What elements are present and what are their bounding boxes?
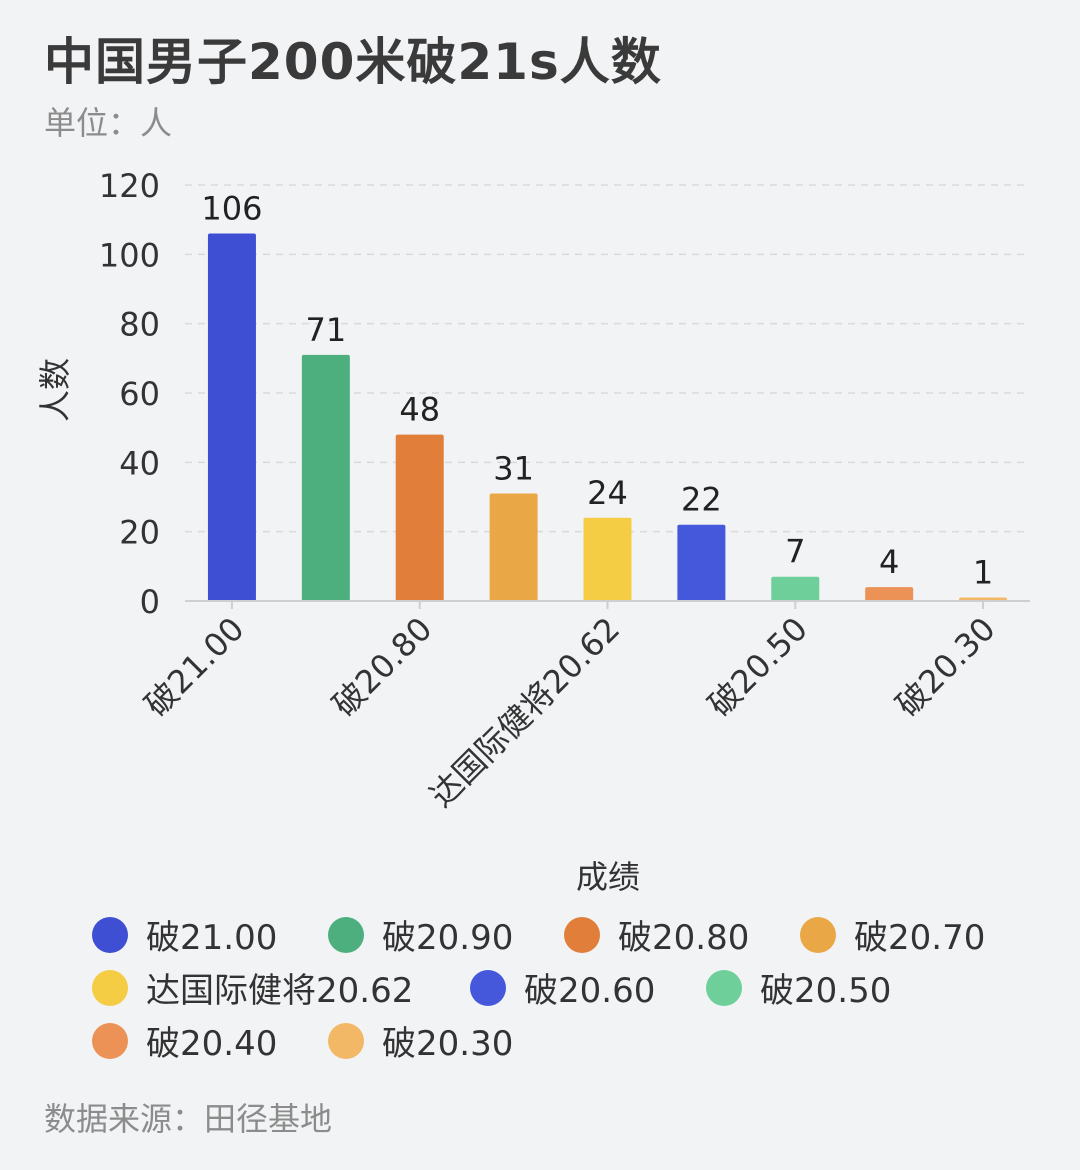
y-tick-label: 120 bbox=[99, 167, 160, 205]
legend-label: 破20.70 bbox=[854, 918, 986, 958]
bar bbox=[395, 434, 444, 601]
legend-item[interactable]: 破20.70 bbox=[800, 910, 985, 959]
legend-item[interactable]: 破20.90 bbox=[328, 910, 513, 959]
legend-label: 破20.60 bbox=[524, 971, 656, 1011]
legend-swatch bbox=[328, 916, 364, 953]
bar-value-label: 71 bbox=[305, 311, 346, 349]
legend-label: 破21.00 bbox=[146, 918, 278, 958]
y-tick-label: 80 bbox=[119, 306, 160, 344]
legend-swatch bbox=[800, 916, 836, 953]
legend-item[interactable]: 破20.30 bbox=[328, 1016, 513, 1065]
bar bbox=[771, 576, 820, 601]
y-tick-label: 20 bbox=[119, 514, 160, 552]
bar-value-label: 4 bbox=[879, 543, 899, 581]
legend-item[interactable]: 破20.60 bbox=[470, 963, 655, 1012]
legend-item[interactable]: 达国际健将20.62 bbox=[92, 963, 413, 1012]
bar-value-label: 31 bbox=[493, 450, 534, 488]
bar-value-label: 106 bbox=[201, 190, 262, 228]
legend-item[interactable]: 破20.80 bbox=[564, 910, 749, 959]
y-tick-label: 40 bbox=[119, 444, 160, 482]
y-tick-label: 100 bbox=[99, 236, 160, 274]
y-tick-label: 0 bbox=[140, 583, 160, 621]
bar-value-label: 22 bbox=[681, 481, 722, 519]
y-tick-label: 60 bbox=[119, 375, 160, 413]
legend-swatch bbox=[328, 1022, 364, 1059]
bar-value-label: 1 bbox=[973, 554, 993, 592]
legend-swatch bbox=[92, 1022, 128, 1059]
legend-item[interactable]: 破20.50 bbox=[706, 963, 891, 1012]
x-tick-label: 破20.30 bbox=[888, 610, 1002, 724]
legend-item[interactable]: 破21.00 bbox=[92, 910, 277, 959]
bar-value-label: 48 bbox=[399, 391, 440, 429]
bar bbox=[583, 517, 632, 601]
legend-swatch bbox=[470, 969, 506, 1006]
legend-label: 破20.30 bbox=[382, 1024, 514, 1064]
bar bbox=[865, 587, 914, 601]
legend-label: 破20.90 bbox=[382, 918, 514, 958]
bar bbox=[677, 524, 726, 601]
y-axis-title: 人数 bbox=[36, 358, 74, 422]
legend-swatch bbox=[92, 916, 128, 953]
legend-item[interactable]: 破20.40 bbox=[92, 1016, 277, 1065]
bar bbox=[207, 233, 256, 601]
legend-swatch bbox=[706, 969, 742, 1006]
data-source: 数据来源：田径基地 bbox=[44, 1100, 333, 1138]
x-axis-title: 成绩 bbox=[576, 858, 640, 896]
legend-label: 达国际健将20.62 bbox=[146, 971, 414, 1011]
bar bbox=[301, 354, 350, 601]
unit-label: 单位：人 bbox=[44, 104, 173, 142]
bar-value-label: 24 bbox=[587, 474, 628, 512]
bar bbox=[489, 493, 538, 601]
x-tick-label: 破20.80 bbox=[325, 610, 439, 724]
x-tick-label: 破21.00 bbox=[137, 610, 251, 724]
x-tick-label: 破20.50 bbox=[701, 610, 815, 724]
legend-label: 破20.50 bbox=[760, 971, 892, 1011]
x-tick-label: 达国际健将20.62 bbox=[422, 610, 627, 815]
bar-chart: 0 20 40 60 80 100 120 人数 106 71 48 31 24 22 7 4 1 破21.00 破… bbox=[36, 167, 1030, 896]
legend-swatch bbox=[564, 916, 600, 953]
bar-value-label: 7 bbox=[785, 533, 805, 571]
legend-swatch bbox=[92, 969, 128, 1006]
chart-title: 中国男子200米破21s人数 bbox=[44, 33, 662, 91]
legend-label: 破20.40 bbox=[146, 1024, 278, 1064]
legend-label: 破20.80 bbox=[618, 918, 750, 958]
